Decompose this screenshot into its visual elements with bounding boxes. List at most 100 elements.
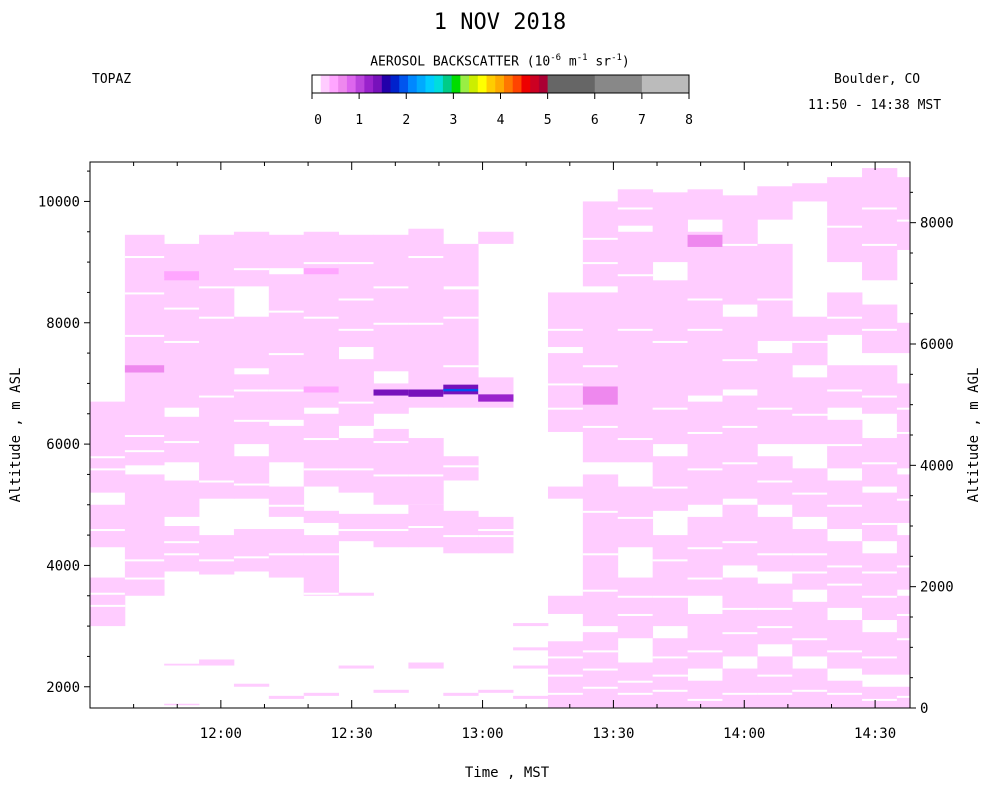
backscatter-gap [617, 274, 654, 277]
backscatter-layer [338, 438, 374, 493]
backscatter-gap [687, 547, 723, 550]
backscatter-layer [268, 486, 305, 517]
backscatter-layer [617, 231, 654, 463]
backscatter-gap [338, 401, 374, 404]
backscatter-gap [792, 638, 828, 641]
backscatter-gap [373, 474, 409, 477]
backscatter-gap [757, 480, 793, 483]
backscatter-gap [862, 698, 898, 701]
backscatter-layer [268, 425, 305, 463]
colorbar-title-exp3: -1 [611, 53, 622, 63]
backscatter-gap [90, 529, 126, 532]
backscatter-gap [582, 425, 619, 428]
backscatter-layer [233, 456, 270, 499]
backscatter-gap [827, 504, 863, 507]
backscatter-gap [90, 604, 126, 607]
backscatter-gap [582, 668, 619, 671]
colorbar-bin [381, 75, 392, 93]
x-tick-label: 14:00 [723, 726, 765, 742]
backscatter-gap [722, 692, 758, 695]
backscatter-gap [124, 559, 165, 562]
backscatter-gap [896, 695, 910, 698]
backscatter-gap [896, 219, 910, 222]
backscatter-gap [268, 310, 305, 313]
colorbar-bin [434, 75, 444, 93]
backscatter-layer [757, 516, 793, 572]
backscatter-layer [582, 292, 619, 463]
backscatter-gap [792, 492, 828, 495]
colorbar-bin [320, 75, 330, 93]
backscatter-gap [652, 595, 688, 598]
backscatter-gap [124, 334, 165, 337]
backscatter-layer [124, 234, 165, 466]
backscatter-gap [652, 674, 688, 677]
backscatter-gap [862, 571, 898, 574]
y-left-tick-label: 10000 [38, 194, 80, 210]
backscatter-layer [443, 243, 479, 287]
backscatter-gap [687, 431, 723, 434]
colorbar-bin [512, 75, 522, 93]
backscatter-gap [124, 435, 165, 437]
colorbar-bin [425, 75, 435, 93]
backscatter-layer [617, 577, 654, 639]
backscatter-gap [617, 207, 654, 210]
backscatter-layer [233, 683, 270, 687]
backscatter-gap [757, 607, 793, 610]
backscatter-gap [582, 553, 619, 556]
backscatter-layer [652, 638, 688, 708]
colorbar-tick-label: 8 [685, 113, 693, 128]
backscatter-layer [547, 353, 584, 432]
backscatter-gap [827, 583, 863, 586]
backscatter-layer [722, 577, 758, 657]
backscatter-gap [547, 328, 584, 331]
backscatter-gap [617, 328, 654, 331]
backscatter-layer [478, 689, 514, 693]
backscatter-layer [338, 234, 374, 348]
backscatter-gap [303, 438, 340, 441]
backscatter-layer [373, 428, 409, 505]
backscatter-layer [792, 529, 828, 590]
backscatter-gap [338, 529, 374, 532]
backscatter-layer [199, 659, 235, 666]
backscatter-enhanced [164, 271, 200, 281]
backscatter-layer [443, 510, 479, 554]
colorbar-bin [521, 75, 531, 93]
backscatter-gap [617, 613, 654, 616]
backscatter-layer [862, 553, 898, 621]
backscatter-gap [687, 328, 723, 331]
backscatter-gap [652, 656, 688, 659]
backscatter-layer [862, 168, 898, 281]
backscatter-layer [652, 456, 688, 511]
colorbar-bin [312, 75, 322, 93]
backscatter-gap [652, 559, 688, 562]
backscatter-layer [164, 526, 200, 572]
backscatter-gap [303, 316, 340, 319]
backscatter-gap [652, 407, 688, 410]
backscatter-layer [757, 186, 793, 220]
backscatter-layer [513, 623, 549, 627]
backscatter-gap [896, 498, 910, 501]
backscatter-layer [582, 201, 619, 287]
backscatter-gap [303, 468, 340, 471]
colorbar-title-exp1: -6 [550, 53, 562, 63]
backscatter-enhanced [582, 386, 619, 405]
backscatter-gap [373, 441, 409, 444]
backscatter-layer [303, 510, 340, 523]
backscatter-layer [827, 177, 863, 263]
backscatter-gap [792, 553, 828, 556]
colorbar-bin [469, 75, 479, 93]
backscatter-gap [408, 526, 444, 528]
backscatter-gap [478, 529, 514, 532]
backscatter-layer [164, 663, 200, 666]
backscatter-gap [373, 286, 409, 289]
backscatter-layer [164, 480, 200, 517]
backscatter-layer [862, 492, 898, 542]
backscatter-gap [233, 483, 270, 486]
backscatter-gap [827, 565, 863, 568]
backscatter-gap [827, 444, 863, 447]
backscatter-gap [268, 504, 305, 507]
backscatter-gap [722, 243, 758, 246]
backscatter-layer [862, 686, 898, 708]
backscatter-gap [199, 286, 235, 289]
backscatter-gap [722, 359, 758, 362]
